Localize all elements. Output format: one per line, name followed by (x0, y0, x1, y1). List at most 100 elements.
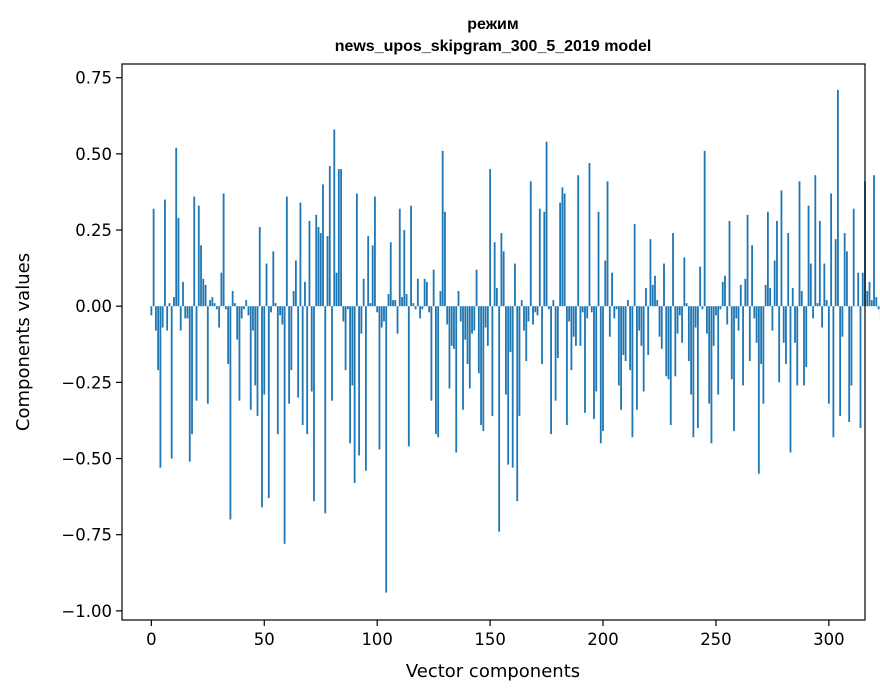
bar (818, 220, 821, 307)
bar (247, 306, 250, 316)
bar (505, 306, 507, 395)
x-axis-ticks: 0 50 100 150 200 250 300 (146, 620, 845, 649)
bar (324, 306, 327, 514)
bar (213, 303, 216, 307)
bar (859, 306, 862, 429)
bar (516, 306, 519, 502)
bar (444, 211, 446, 307)
bar (326, 236, 329, 307)
bar (536, 306, 539, 316)
bar (514, 263, 516, 307)
bar (502, 251, 505, 307)
bar (636, 306, 638, 410)
bar (355, 193, 358, 307)
bar (362, 278, 365, 307)
bar (301, 306, 304, 426)
y-tick-label: −1.00 (61, 602, 112, 621)
x-tick-label: 100 (361, 630, 393, 649)
bar (751, 245, 753, 307)
bar (283, 306, 286, 544)
bar (654, 275, 656, 307)
bar (265, 263, 268, 307)
bar (660, 306, 663, 349)
bar (215, 306, 218, 310)
bar (263, 306, 266, 395)
bar (561, 187, 564, 307)
bar (753, 306, 756, 319)
bar (154, 306, 157, 331)
bar (794, 306, 796, 343)
bar (299, 202, 302, 307)
bar (168, 303, 171, 307)
bar (218, 306, 221, 328)
bar (692, 306, 695, 438)
bar (581, 306, 584, 313)
bar (468, 306, 471, 389)
bar (206, 306, 209, 404)
bar (579, 306, 582, 346)
bar (672, 233, 674, 307)
bar (428, 306, 431, 313)
bar (776, 220, 778, 307)
bar (812, 306, 814, 319)
bar (694, 306, 697, 328)
bar (182, 281, 184, 307)
bar (832, 306, 835, 438)
bar (552, 300, 555, 307)
bar (866, 290, 869, 307)
bar (663, 263, 665, 307)
bar (403, 230, 406, 307)
bar (270, 306, 272, 313)
bar (306, 306, 309, 435)
bar (261, 306, 263, 508)
bar (602, 306, 604, 432)
bar (297, 306, 300, 398)
bar (778, 306, 781, 383)
bar (538, 208, 541, 307)
bar (798, 181, 801, 307)
bar (529, 181, 532, 307)
bar (322, 184, 324, 307)
bar (477, 306, 480, 374)
bar (337, 169, 340, 307)
chart-title-line-1: режим (467, 16, 518, 33)
bar (177, 217, 180, 307)
x-tick-label: 200 (587, 630, 619, 649)
y-tick-label: −0.75 (61, 526, 112, 545)
bar (615, 306, 618, 310)
bar (543, 211, 546, 307)
bar (376, 306, 379, 313)
bar (547, 306, 550, 310)
bar (416, 278, 419, 307)
bar (308, 220, 311, 307)
bar (701, 306, 704, 310)
bar (340, 169, 342, 307)
bar (396, 306, 399, 334)
bar (401, 297, 403, 307)
bar (351, 306, 354, 386)
bar (789, 306, 792, 453)
bar (423, 278, 426, 307)
bar (279, 306, 281, 316)
bar (850, 306, 853, 386)
bar (556, 306, 559, 358)
bar (383, 306, 385, 322)
bar (764, 284, 767, 307)
bar (294, 260, 297, 307)
bar (448, 306, 451, 389)
bar (358, 306, 361, 456)
bar (766, 211, 769, 307)
bar (489, 169, 492, 307)
bar (292, 290, 295, 307)
bar (398, 208, 401, 307)
bar (166, 306, 169, 331)
bar (762, 306, 765, 404)
bar (870, 300, 873, 307)
bar (346, 306, 349, 310)
y-tick-label: 0.50 (75, 145, 112, 164)
bar (410, 205, 412, 307)
bar (848, 306, 851, 422)
bar (773, 260, 776, 307)
bar (742, 306, 744, 386)
bar (498, 306, 501, 532)
